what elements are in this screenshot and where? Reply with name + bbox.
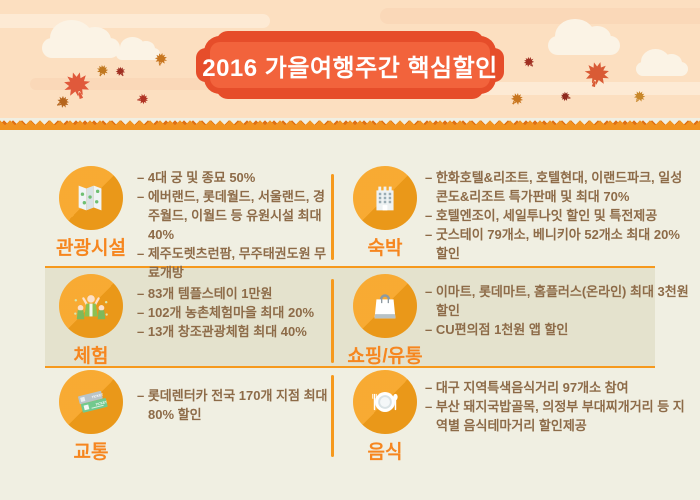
maple-leaf-icon xyxy=(558,89,572,103)
sky-streak xyxy=(470,82,700,95)
discount-item: – 102개 농촌체험마을 최대 20% xyxy=(137,305,315,320)
family-icon xyxy=(59,274,123,338)
ticket-text: TICKET xyxy=(95,400,107,407)
column-divider xyxy=(331,174,334,260)
plate-icon xyxy=(353,370,417,434)
sky-streak xyxy=(0,14,270,28)
section-label: 교통 xyxy=(73,442,109,463)
discount-item: – 부산 돼지국밥골목, 의정부 부대찌개거리 등 지역별 음식테마거리 할인제… xyxy=(425,399,685,433)
discount-item: – 13개 창조관광체험 최대 40% xyxy=(137,324,307,339)
section-label: 숙박 xyxy=(367,238,403,259)
section-tourist-facilities: 관광시설 – 4대 궁 및 종묘 50% – 에버랜드, 롯데월드, 서울랜드,… xyxy=(45,166,333,282)
discount-item: – 한화호텔&리조트, 호텔현대, 이랜드파크, 일성콘도&리조트 특가판매 및… xyxy=(425,170,683,204)
discount-item: – 롯데렌터카 전국 170개 지점 최대 80% 할인 xyxy=(137,388,328,422)
discount-item: – 4대 궁 및 종묘 50% xyxy=(137,170,256,185)
grass-border xyxy=(0,116,700,130)
ticket-icon: TICKET TICKET xyxy=(59,370,123,434)
ticket-text: TICKET xyxy=(91,393,103,400)
title-banner: 2016 가을여행주간 핵심할인 xyxy=(196,31,504,99)
maple-leaf-icon xyxy=(521,54,538,71)
column-divider xyxy=(331,375,334,457)
building-icon xyxy=(353,166,417,230)
section-label: 관광시설 xyxy=(56,238,126,259)
section-label: 쇼핑/유통 xyxy=(347,346,423,367)
section-food: 음식 – 대구 지역특색음식거리 97개소 참여 – 부산 돼지국밥골목, 의정… xyxy=(345,370,690,464)
section-shopping: 쇼핑/유통 – 이마트, 롯데마트, 홈플러스(온라인) 최대 3천원 할인 –… xyxy=(345,274,690,368)
discount-item: – 에버랜드, 롯데월드, 서울랜드, 경주월드, 이월드 등 유원시설 최대 … xyxy=(137,189,325,242)
discount-item: – 대구 지역특색음식거리 97개소 참여 xyxy=(425,380,629,395)
cloud-icon xyxy=(636,49,688,76)
section-accommodation: 숙박 – 한화호텔&리조트, 호텔현대, 이랜드파크, 일성콘도&리조트 특가판… xyxy=(345,166,690,263)
cloud-icon xyxy=(42,20,120,58)
maple-leaf-icon xyxy=(113,64,128,79)
section-transportation: TICKET TICKET 교통 – 롯데렌터카 전국 170개 지점 최대 8… xyxy=(45,370,333,464)
discount-item: – 굿스테이 79개소, 베니키아 52개소 최대 20% 할인 xyxy=(425,227,680,261)
page-title: 2016 가을여행주간 핵심할인 xyxy=(202,54,498,82)
cloud-icon xyxy=(116,37,160,60)
cloud-icon xyxy=(548,18,620,55)
discount-item: – 이마트, 롯데마트, 홈플러스(온라인) 최대 3천원 할인 xyxy=(425,284,689,318)
maple-leaf-icon xyxy=(136,92,150,106)
discount-item: – CU편의점 1천원 앱 할인 xyxy=(425,322,569,337)
discount-item: – 제주도렛츠런팜, 무주태권도원 무료개방 xyxy=(137,246,327,280)
map-icon xyxy=(59,166,123,230)
highlight-band xyxy=(45,266,655,368)
section-label: 음식 xyxy=(367,442,403,463)
shopping-bag-icon xyxy=(353,274,417,338)
maple-leaf-icon xyxy=(94,62,111,79)
column-divider xyxy=(331,279,334,363)
section-label: 체험 xyxy=(73,346,109,367)
sky-streak xyxy=(380,8,700,24)
section-experience: 체험 – 83개 템플스테이 1만원 – 102개 농촌체험마을 최대 20% … xyxy=(45,274,333,368)
title-banner-inner: 2016 가을여행주간 핵심할인 xyxy=(202,42,497,88)
maple-leaf-icon xyxy=(153,51,170,68)
discount-item: – 83개 템플스테이 1만원 xyxy=(137,286,273,301)
discount-item: – 호텔엔조이, 세일투나잇 할인 및 특전제공 xyxy=(425,208,658,223)
